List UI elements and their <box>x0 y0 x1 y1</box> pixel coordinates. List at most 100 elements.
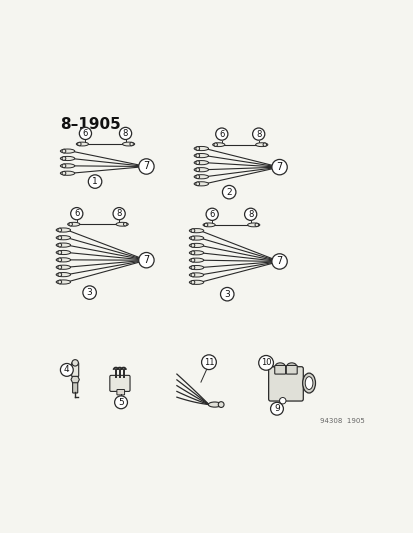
Text: 7: 7 <box>143 255 149 265</box>
Text: 8: 8 <box>123 129 128 138</box>
Text: 9: 9 <box>273 404 279 413</box>
Circle shape <box>254 223 258 227</box>
Ellipse shape <box>275 363 284 369</box>
Circle shape <box>58 243 62 247</box>
Ellipse shape <box>189 273 203 277</box>
Circle shape <box>279 398 285 404</box>
Text: 8: 8 <box>255 130 261 139</box>
Text: 94308  1905: 94308 1905 <box>319 418 364 424</box>
Ellipse shape <box>194 160 208 165</box>
Text: 6: 6 <box>74 209 79 218</box>
Circle shape <box>58 265 62 269</box>
Ellipse shape <box>76 142 88 146</box>
Ellipse shape <box>189 251 203 255</box>
Text: 8: 8 <box>247 210 253 219</box>
Text: 3: 3 <box>87 288 92 297</box>
Ellipse shape <box>189 236 203 240</box>
Circle shape <box>252 128 264 140</box>
Circle shape <box>262 143 266 147</box>
Ellipse shape <box>56 280 71 284</box>
Circle shape <box>190 236 195 240</box>
Ellipse shape <box>255 143 267 147</box>
Ellipse shape <box>304 377 312 390</box>
Circle shape <box>83 286 96 300</box>
Circle shape <box>220 287 233 301</box>
Text: 10: 10 <box>260 358 271 367</box>
Text: 6: 6 <box>209 210 214 219</box>
Circle shape <box>60 364 73 376</box>
Ellipse shape <box>194 167 208 172</box>
Circle shape <box>123 222 127 226</box>
Text: 7: 7 <box>276 256 282 266</box>
Ellipse shape <box>60 149 75 153</box>
Text: 3: 3 <box>224 290 230 298</box>
Circle shape <box>114 396 127 409</box>
Text: 6: 6 <box>83 129 88 138</box>
Ellipse shape <box>56 251 71 255</box>
Ellipse shape <box>189 265 203 270</box>
Circle shape <box>244 208 256 221</box>
Ellipse shape <box>286 363 296 369</box>
Ellipse shape <box>189 244 203 247</box>
Circle shape <box>195 168 199 172</box>
Ellipse shape <box>194 147 208 151</box>
Circle shape <box>195 154 199 157</box>
Circle shape <box>79 127 91 140</box>
FancyBboxPatch shape <box>286 366 297 374</box>
Circle shape <box>138 253 154 268</box>
FancyBboxPatch shape <box>116 390 124 395</box>
Circle shape <box>119 127 131 140</box>
Ellipse shape <box>60 164 75 168</box>
Ellipse shape <box>189 229 203 233</box>
Ellipse shape <box>212 143 224 147</box>
Ellipse shape <box>56 228 71 232</box>
Text: 5: 5 <box>118 398 123 407</box>
Circle shape <box>190 251 195 255</box>
Circle shape <box>195 182 199 185</box>
Circle shape <box>71 207 83 220</box>
Circle shape <box>72 360 78 366</box>
Text: 6: 6 <box>218 130 224 139</box>
Circle shape <box>190 259 195 262</box>
Ellipse shape <box>208 402 221 407</box>
Circle shape <box>195 175 199 179</box>
Circle shape <box>62 171 66 175</box>
Ellipse shape <box>302 373 315 393</box>
Circle shape <box>214 143 217 147</box>
Ellipse shape <box>116 222 128 226</box>
Circle shape <box>190 265 195 270</box>
Ellipse shape <box>56 265 71 269</box>
Ellipse shape <box>67 222 80 226</box>
Circle shape <box>58 251 62 254</box>
Ellipse shape <box>189 280 203 285</box>
Circle shape <box>62 149 66 153</box>
Circle shape <box>190 273 195 277</box>
Ellipse shape <box>56 272 71 277</box>
Text: 7: 7 <box>276 162 282 172</box>
Ellipse shape <box>247 223 259 227</box>
Circle shape <box>62 164 66 168</box>
Circle shape <box>69 222 72 226</box>
Text: 2: 2 <box>226 188 231 197</box>
Circle shape <box>190 244 195 247</box>
Circle shape <box>206 208 218 221</box>
Circle shape <box>190 280 195 284</box>
Circle shape <box>58 280 62 284</box>
FancyBboxPatch shape <box>268 367 303 401</box>
Ellipse shape <box>56 243 71 247</box>
Ellipse shape <box>202 223 215 227</box>
FancyBboxPatch shape <box>274 366 285 374</box>
Polygon shape <box>71 376 79 383</box>
Ellipse shape <box>189 258 203 262</box>
Ellipse shape <box>56 236 71 240</box>
Ellipse shape <box>122 142 134 146</box>
Ellipse shape <box>194 175 208 179</box>
Text: 7: 7 <box>143 161 149 172</box>
Circle shape <box>58 236 62 240</box>
FancyBboxPatch shape <box>72 382 78 393</box>
Circle shape <box>77 142 81 146</box>
Circle shape <box>195 161 199 165</box>
Circle shape <box>201 355 216 369</box>
Circle shape <box>58 258 62 262</box>
Circle shape <box>218 402 223 407</box>
